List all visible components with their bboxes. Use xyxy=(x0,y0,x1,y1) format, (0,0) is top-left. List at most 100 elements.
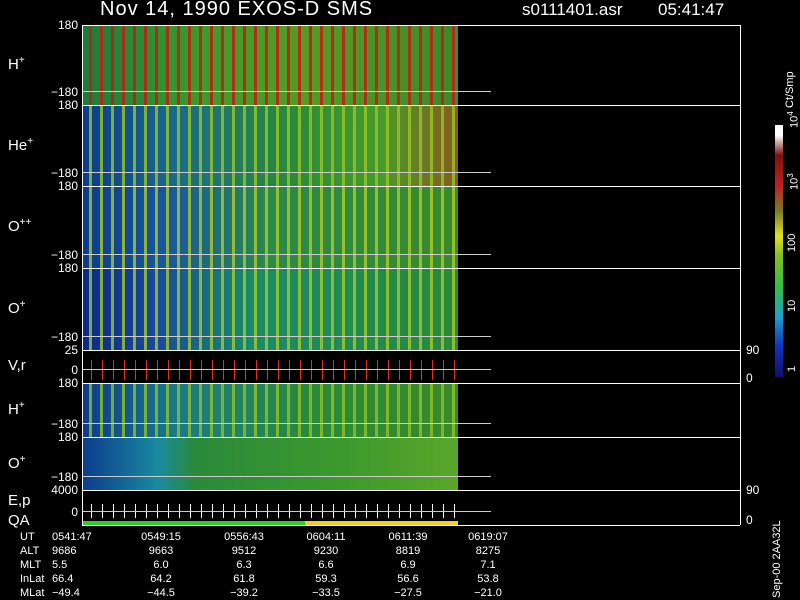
cell: 0619:07 xyxy=(468,531,508,543)
y-tick-label: 25 xyxy=(64,343,78,357)
panel-border xyxy=(82,490,83,525)
panel-border xyxy=(740,437,741,490)
panel-label: O++ xyxy=(8,217,31,235)
row-label: MLT xyxy=(20,559,42,571)
title: Nov 14, 1990 EXOS-D SMS xyxy=(100,0,374,20)
y-tick-label: 0 xyxy=(71,505,78,519)
label-sup: + xyxy=(27,135,34,147)
cell: 61.8 xyxy=(233,573,255,585)
tick-text: 1 xyxy=(786,365,798,372)
panel-border xyxy=(740,105,741,186)
cell: 6.3 xyxy=(236,559,252,571)
baseline xyxy=(83,172,491,173)
row-label: MLat xyxy=(20,587,45,599)
panel-label: H+ xyxy=(8,400,25,418)
panel-border xyxy=(740,25,741,105)
label-text: O xyxy=(8,454,20,472)
label-sup: ++ xyxy=(19,217,32,228)
tick-base: 10 xyxy=(788,177,800,190)
baseline xyxy=(83,369,491,370)
cell: 8275 xyxy=(475,545,501,557)
colorbar-tick: 10 xyxy=(786,300,798,312)
panel-border xyxy=(82,490,740,491)
cell: −44.5 xyxy=(147,587,175,599)
cell: 0604:11 xyxy=(306,531,346,543)
label-sup: + xyxy=(18,400,25,411)
panel-border xyxy=(82,525,740,526)
colorbar xyxy=(775,125,783,377)
tick-text: 100 xyxy=(786,233,798,252)
tick-exp: 3 xyxy=(786,173,795,178)
label-text: O xyxy=(8,300,20,317)
row-label: UT xyxy=(20,531,35,543)
label-sup: + xyxy=(19,299,26,310)
panel-border xyxy=(82,350,83,383)
label-sup: + xyxy=(18,55,25,66)
row-label: InLat xyxy=(20,573,45,585)
y-tick-label: 180 xyxy=(57,261,78,275)
panel-border xyxy=(82,383,740,384)
cell: 56.6 xyxy=(397,573,419,585)
panel-border xyxy=(82,105,83,186)
baseline xyxy=(83,423,491,424)
cell: −21.0 xyxy=(474,587,502,599)
panel-border xyxy=(82,186,83,268)
cell: −33.5 xyxy=(312,587,340,599)
baseline xyxy=(83,476,491,477)
cell: 7.1 xyxy=(480,559,496,571)
spectrogram xyxy=(83,26,458,105)
panel-label: E,p xyxy=(8,492,31,509)
cell: 53.8 xyxy=(477,573,499,585)
panel-border xyxy=(82,186,740,187)
panel-border xyxy=(82,268,83,350)
label-text: H xyxy=(8,401,19,418)
panel-border xyxy=(82,105,740,106)
panel-border xyxy=(82,437,83,490)
y-tick-label: −180 xyxy=(50,166,78,180)
panel-label: O+ xyxy=(8,299,26,317)
y-tick-label: 4000 xyxy=(51,483,78,497)
cell: −49.4 xyxy=(52,587,80,599)
cell: 0556:43 xyxy=(224,531,264,543)
y2-tick-label: 0 xyxy=(746,513,753,527)
y-tick-label: −180 xyxy=(50,330,78,344)
tick-text: 10 xyxy=(786,299,798,312)
label-text: O xyxy=(8,218,20,235)
cell: 0541:47 xyxy=(52,531,92,543)
label-text: V,r xyxy=(8,356,26,374)
y-tick-label: −180 xyxy=(50,417,78,431)
baseline xyxy=(83,336,491,337)
colorbar-unit: Ct/Smp xyxy=(784,71,796,108)
panel-border xyxy=(740,490,741,525)
colorbar-tick: 104 xyxy=(786,111,800,128)
file-time: 05:41:47 xyxy=(658,0,725,19)
tick-base: 10 xyxy=(788,115,800,128)
panel-border xyxy=(82,25,740,26)
cell: 6.6 xyxy=(318,559,334,571)
label-text: He xyxy=(8,136,28,154)
panel-label: He+ xyxy=(8,136,33,154)
cell: 9686 xyxy=(52,545,77,557)
y-tick-label: 0 xyxy=(71,363,78,377)
cell: 0611:39 xyxy=(388,531,428,543)
y-tick-label: −180 xyxy=(50,470,78,484)
cell: 59.3 xyxy=(315,573,337,585)
panel-border xyxy=(82,383,83,437)
cell: 6.0 xyxy=(153,559,169,571)
velocity-trace xyxy=(83,360,458,380)
cell: 0549:15 xyxy=(141,531,181,543)
y-tick-label: 180 xyxy=(57,430,78,444)
spectrogram xyxy=(83,187,458,268)
colorbar-tick: 100 xyxy=(786,234,798,252)
label-text: H xyxy=(8,56,19,73)
panel-border xyxy=(82,437,740,438)
cell: 66.4 xyxy=(52,573,74,585)
file-name: s0111401.asr xyxy=(522,0,623,19)
panel-label: O+ xyxy=(8,454,26,472)
cell: 64.2 xyxy=(150,573,172,585)
colorbar-tick: 103 xyxy=(786,173,800,190)
panel-border xyxy=(740,186,741,268)
panel-border xyxy=(740,268,741,350)
cell: 6.9 xyxy=(400,559,416,571)
